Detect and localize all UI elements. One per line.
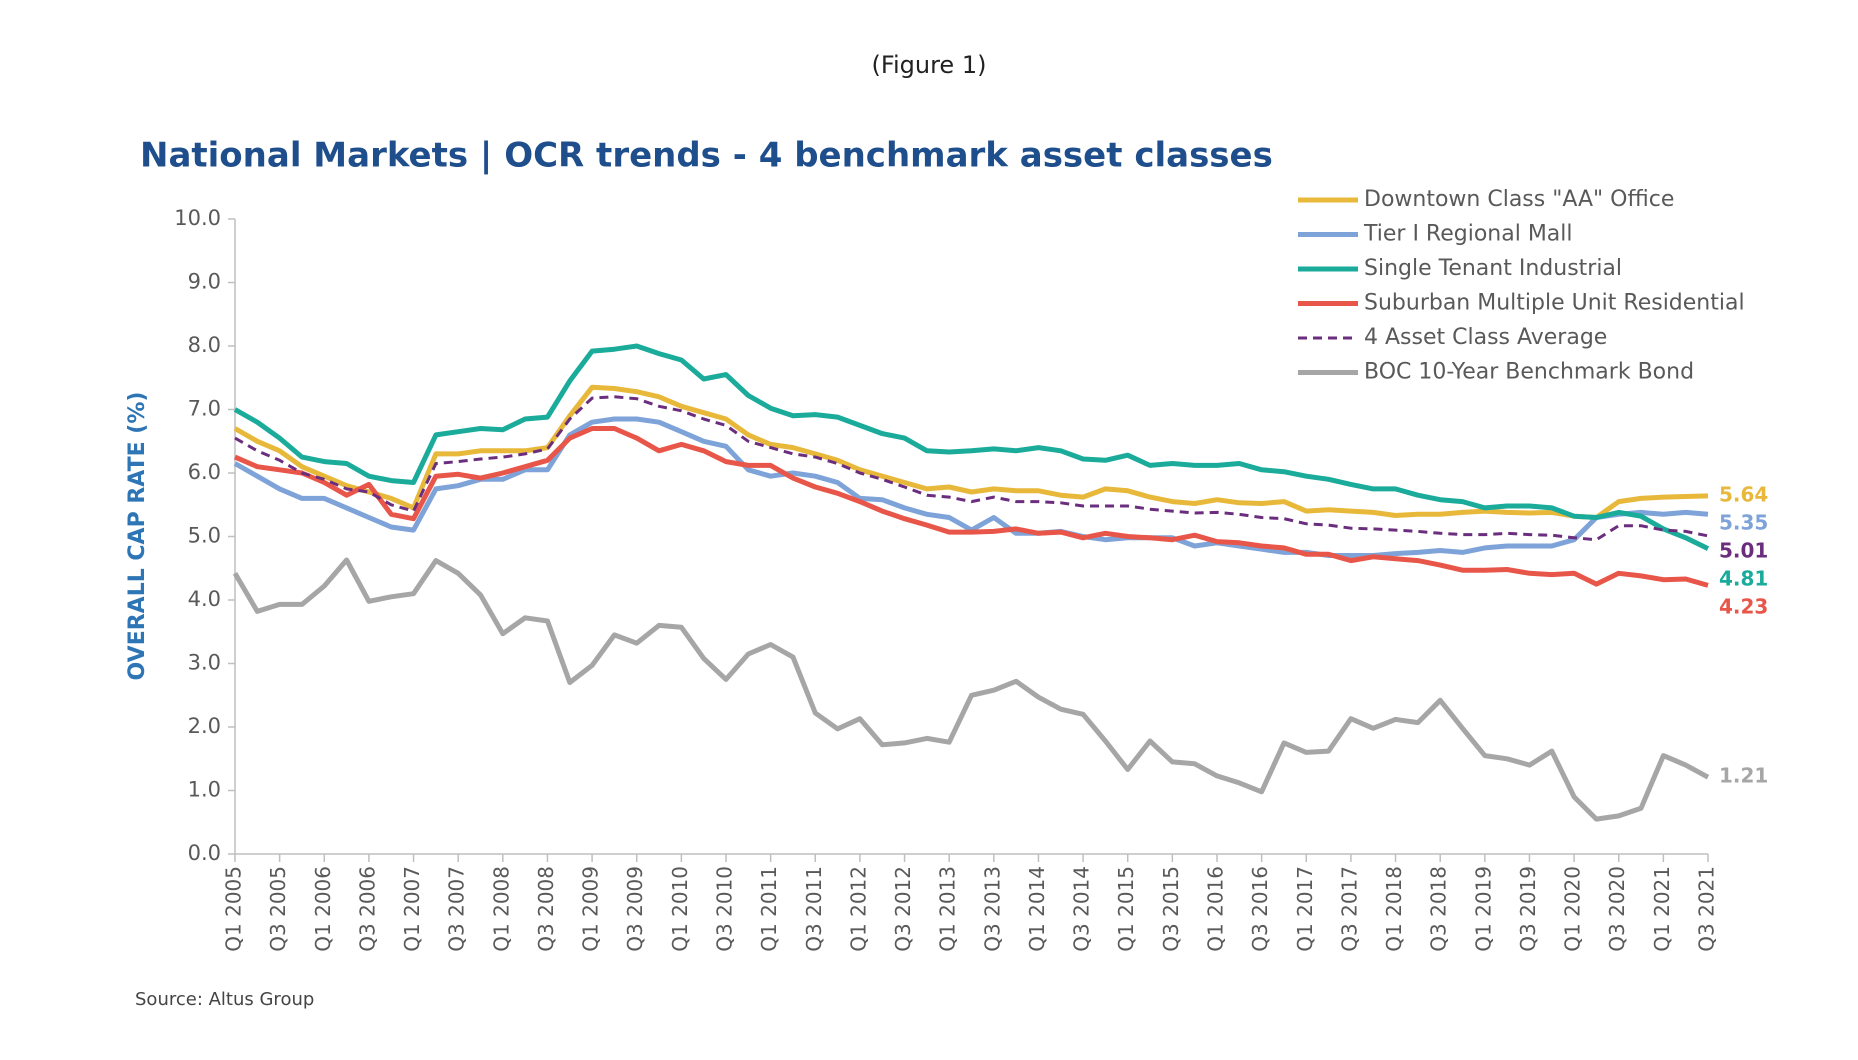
x-tick-label: Q3 2019	[1516, 866, 1540, 952]
x-tick-label: Q3 2016	[1248, 866, 1272, 952]
x-tick-label: Q1 2005	[222, 866, 246, 952]
x-tick-label: Q1 2009	[579, 866, 603, 952]
x-tick-label: Q3 2010	[713, 866, 737, 952]
y-tick-label: 6.0	[188, 460, 221, 484]
x-tick-label: Q3 2014	[1070, 866, 1094, 952]
x-tick-label: Q1 2016	[1204, 866, 1228, 952]
x-tick-label: Q1 2007	[400, 866, 424, 952]
x-tick-label: Q1 2006	[311, 866, 335, 952]
chart-title: National Markets | OCR trends - 4 benchm…	[140, 136, 1273, 176]
series-line	[233, 343, 1710, 551]
y-axis-label: OVERALL CAP RATE (%)	[125, 392, 150, 681]
x-tick-label: Q3 2021	[1695, 866, 1719, 952]
series-line	[233, 384, 1709, 520]
y-tick-label: 8.0	[188, 333, 221, 357]
x-tick-label: Q1 2008	[489, 866, 513, 952]
x-tick-label: Q1 2021	[1650, 866, 1674, 952]
x-tick-label: Q3 2011	[802, 866, 826, 952]
end-label: 1.21	[1719, 764, 1768, 788]
legend-label: Single Tenant Industrial	[1364, 256, 1622, 281]
x-tick-label: Q1 2013	[936, 866, 960, 952]
figure-label: (Figure 1)	[872, 51, 987, 79]
y-tick-label: 7.0	[188, 397, 221, 421]
x-tick-label: Q3 2008	[534, 866, 558, 952]
legend-label: 4 Asset Class Average	[1364, 325, 1607, 350]
legend-label: Suburban Multiple Unit Residential	[1364, 291, 1745, 316]
x-tick-label: Q3 2013	[980, 866, 1004, 952]
y-tick-label: 3.0	[188, 651, 221, 675]
legend-label: BOC 10-Year Benchmark Bond	[1364, 360, 1694, 385]
x-tick-label: Q3 2017	[1337, 866, 1361, 952]
end-label: 5.35	[1719, 510, 1768, 534]
x-tick-label: Q1 2010	[668, 866, 692, 952]
x-tick-label: Q1 2015	[1114, 866, 1138, 952]
x-tick-label: Q3 2007	[445, 866, 469, 952]
x-tick-label: Q3 2018	[1427, 866, 1451, 952]
legend-label: Tier I Regional Mall	[1363, 222, 1573, 247]
x-tick-label: Q1 2011	[757, 866, 781, 952]
series-line	[234, 426, 1709, 588]
x-tick-label: Q1 2018	[1382, 866, 1406, 952]
series-line	[234, 395, 1709, 542]
x-tick-label: Q1 2019	[1471, 866, 1495, 952]
source-note: Source: Altus Group	[135, 989, 314, 1010]
y-tick-label: 5.0	[188, 524, 221, 548]
x-tick-label: Q3 2009	[623, 866, 647, 952]
x-tick-label: Q3 2020	[1605, 866, 1629, 952]
y-tick-label: 4.0	[188, 587, 221, 611]
y-tick-label: 0.0	[188, 841, 221, 865]
x-tick-label: Q3 2005	[266, 866, 290, 952]
legend-label: Downtown Class "AA" Office	[1364, 187, 1674, 212]
y-tick-label: 9.0	[188, 270, 221, 294]
x-tick-label: Q3 2012	[891, 866, 915, 952]
end-label: 4.81	[1719, 566, 1768, 590]
x-tick-label: Q1 2020	[1561, 866, 1585, 952]
y-tick-label: 1.0	[188, 778, 221, 802]
x-tick-label: Q1 2014	[1025, 866, 1049, 952]
x-tick-label: Q1 2017	[1293, 866, 1317, 952]
end-label: 5.64	[1719, 482, 1768, 506]
x-tick-label: Q3 2006	[355, 866, 379, 952]
y-tick-label: 10.0	[174, 206, 221, 230]
x-tick-label: Q1 2012	[846, 866, 870, 952]
series-line	[232, 557, 1710, 822]
end-label: 4.23	[1719, 594, 1768, 618]
y-tick-label: 2.0	[188, 714, 221, 738]
end-label: 5.01	[1719, 538, 1768, 562]
x-tick-label: Q3 2015	[1159, 866, 1183, 952]
